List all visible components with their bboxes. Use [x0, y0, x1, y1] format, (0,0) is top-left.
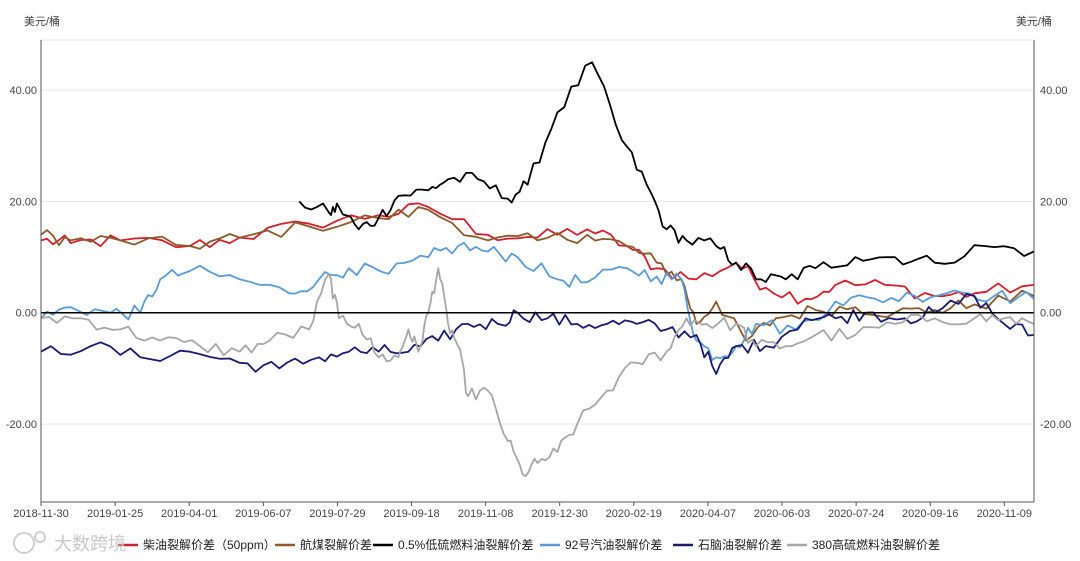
- x-tick-label: 2019-09-18: [383, 508, 439, 520]
- y-tick-label-right: -20.00: [1040, 419, 1071, 431]
- y-tick-label-left: 40.00: [9, 85, 37, 97]
- y-tick-label-left: 0.00: [16, 308, 37, 320]
- y-tick-label-left: -20.00: [6, 419, 37, 431]
- x-tick-label: 2020-04-07: [680, 508, 736, 520]
- legend-label: 柴油裂解价差（50ppm）: [143, 538, 276, 552]
- legend-label: 航煤裂解价差: [300, 537, 372, 552]
- legend-label: 380高硫燃料油裂解价差: [812, 537, 940, 552]
- series-line-5: [40, 293, 1035, 375]
- watermark: 大数跨境: [13, 531, 126, 554]
- x-tick-label: 2019-07-29: [309, 508, 365, 520]
- right-axis-unit: 美元/桶: [1016, 14, 1052, 28]
- axes: [40, 40, 1035, 506]
- x-tick-label: 2018-11-30: [13, 508, 68, 520]
- y-tick-label-right: 0.00: [1040, 308, 1061, 320]
- x-tick-label: 2020-02-19: [606, 508, 662, 520]
- x-tick-label: 2019-01-25: [87, 508, 143, 520]
- series-line-6: [40, 267, 1035, 478]
- x-tick-label: 2019-04-01: [161, 508, 217, 520]
- legend-label: 92号汽油裂解价差: [565, 537, 662, 552]
- x-tick-label: 2020-09-16: [902, 508, 958, 520]
- watermark-text: 大数跨境: [54, 534, 126, 554]
- x-tick-label: 2020-06-03: [754, 508, 810, 520]
- y-tick-label-right: 40.00: [1040, 85, 1068, 97]
- watermark-logo-icon: [13, 532, 35, 554]
- series-layer: [40, 61, 1035, 478]
- legend-label: 石脑油裂解价差: [698, 538, 782, 552]
- series-line-3: [298, 61, 1035, 283]
- left-axis-unit: 美元/桶: [24, 14, 60, 28]
- legend-label: 0.5%低硫燃料油裂解价差: [398, 537, 533, 552]
- y-tick-label-right: 20.00: [1040, 196, 1068, 208]
- x-tick-label: 2019-11-08: [458, 508, 513, 520]
- x-tick-label: 2019-06-07: [235, 508, 291, 520]
- x-tick-label: 2019-12-30: [532, 508, 588, 520]
- series-line-1: [40, 202, 1035, 305]
- x-tick-label: 2020-11-09: [977, 508, 1032, 520]
- series-line-4: [40, 241, 1035, 361]
- watermark-logo-dot-icon: [34, 531, 46, 543]
- tick-labels: -20.00 -20.00 0.00 0.00 20.00 20.00 40.00 40.00…: [6, 85, 1071, 520]
- y-tick-label-left: 20.00: [9, 196, 37, 208]
- gridlines: [41, 39, 1034, 425]
- x-tick-label: 2020-07-24: [828, 508, 884, 520]
- legend: 柴油裂解价差（50ppm） 航煤裂解价差 0.5%低硫燃料油裂解价差 92号汽油裂解价…: [118, 537, 940, 552]
